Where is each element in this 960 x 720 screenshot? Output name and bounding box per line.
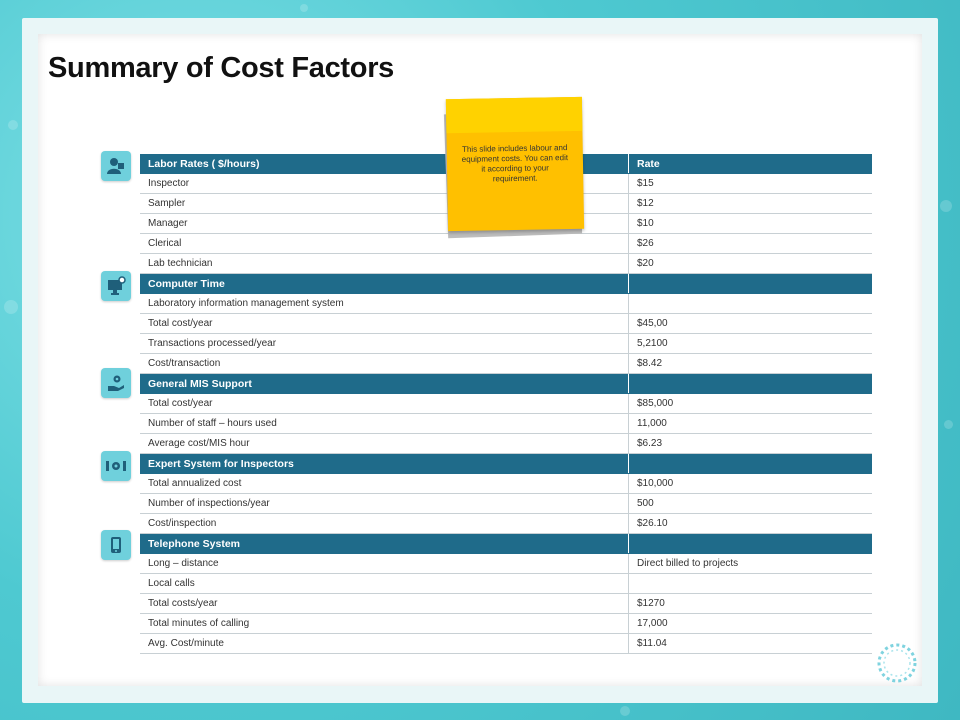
cost-factors-table: Labor Rates ( $/hours) Rate Inspector $15 Sa…: [140, 154, 872, 654]
table-row: Total cost/year $45,00: [140, 313, 872, 334]
sticky-note: This slide includes labour and equipment…: [445, 96, 585, 232]
rate-cell: 17,000: [628, 613, 872, 634]
rate-cell: [628, 533, 872, 554]
item-cell: Laboratory information management system: [140, 293, 629, 314]
table-row: Clerical $26: [140, 233, 872, 254]
page-title: Summary of Cost Factors: [48, 52, 395, 84]
rate-cell: [628, 373, 872, 394]
item-cell: Local calls: [140, 573, 629, 594]
rate-cell: 5,2100: [628, 333, 872, 354]
table-row: Long – distance Direct billed to projects: [140, 553, 872, 574]
rate-cell: 500: [628, 493, 872, 514]
section-header-row: General MIS Support: [140, 373, 872, 394]
rate-cell: $85,000: [628, 393, 872, 414]
table-row: Avg. Cost/minute $11.04: [140, 633, 872, 654]
wreath-icon: [877, 643, 917, 683]
item-cell: Computer Time: [140, 273, 629, 294]
table-row: Local calls: [140, 573, 872, 594]
item-cell: Avg. Cost/minute: [140, 633, 629, 654]
item-cell: Transactions processed/year: [140, 333, 629, 354]
rate-cell: $8.42: [628, 353, 872, 374]
table-row: Laboratory information management system: [140, 293, 872, 314]
rate-cell: $12: [628, 193, 872, 214]
rate-cell: $45,00: [628, 313, 872, 334]
computer-icon: [101, 271, 131, 301]
item-cell: General MIS Support: [140, 373, 629, 394]
rate-cell: $11.04: [628, 633, 872, 654]
item-cell: Long – distance: [140, 553, 629, 574]
item-cell: Number of inspections/year: [140, 493, 629, 514]
rate-cell: $20: [628, 253, 872, 274]
rate-cell: $6.23: [628, 433, 872, 454]
rate-cell: $15: [628, 173, 872, 194]
table-row: Lab technician $20: [140, 253, 872, 274]
gear-process-icon: [101, 451, 131, 481]
table-row: Total annualized cost $10,000: [140, 473, 872, 494]
rate-cell: $10,000: [628, 473, 872, 494]
rate-cell: [628, 273, 872, 294]
rate-cell: $26: [628, 233, 872, 254]
item-cell: Total cost/year: [140, 393, 629, 414]
section-header-row: Expert System for Inspectors: [140, 453, 872, 474]
item-cell: Cost/inspection: [140, 513, 629, 534]
section-header-row: Computer Time: [140, 273, 872, 294]
table-row: Total cost/year $85,000: [140, 393, 872, 414]
hand-gear-icon: [101, 368, 131, 398]
table-row: Cost/inspection $26.10: [140, 513, 872, 534]
table-row: Average cost/MIS hour $6.23: [140, 433, 872, 454]
table-row: Total minutes of calling 17,000: [140, 613, 872, 634]
rate-cell: [628, 453, 872, 474]
rate-cell: 11,000: [628, 413, 872, 434]
rate-cell: $10: [628, 213, 872, 234]
item-cell: Average cost/MIS hour: [140, 433, 629, 454]
rate-cell: $1270: [628, 593, 872, 614]
table-row: Total costs/year $1270: [140, 593, 872, 614]
item-cell: Clerical: [140, 233, 629, 254]
rate-cell: [628, 573, 872, 594]
item-cell: Total minutes of calling: [140, 613, 629, 634]
table-row: Transactions processed/year 5,2100: [140, 333, 872, 354]
item-cell: Telephone System: [140, 533, 629, 554]
rate-cell: Direct billed to projects: [628, 553, 872, 574]
phone-icon: [101, 530, 131, 560]
item-cell: Total costs/year: [140, 593, 629, 614]
rate-cell: Rate: [628, 154, 872, 174]
item-cell: Number of staff – hours used: [140, 413, 629, 434]
section-header-row: Telephone System: [140, 533, 872, 554]
item-cell: Lab technician: [140, 253, 629, 274]
table-row: Number of staff – hours used 11,000: [140, 413, 872, 434]
item-cell: Total cost/year: [140, 313, 629, 334]
sticky-note-text: This slide includes labour and equipment…: [461, 143, 569, 184]
item-cell: Expert System for Inspectors: [140, 453, 629, 474]
person-icon: [101, 151, 131, 181]
item-cell: Cost/transaction: [140, 353, 629, 374]
rate-cell: $26.10: [628, 513, 872, 534]
item-cell: Total annualized cost: [140, 473, 629, 494]
table-row: Number of inspections/year 500: [140, 493, 872, 514]
table-row: Cost/transaction $8.42: [140, 353, 872, 374]
rate-cell: [628, 293, 872, 314]
